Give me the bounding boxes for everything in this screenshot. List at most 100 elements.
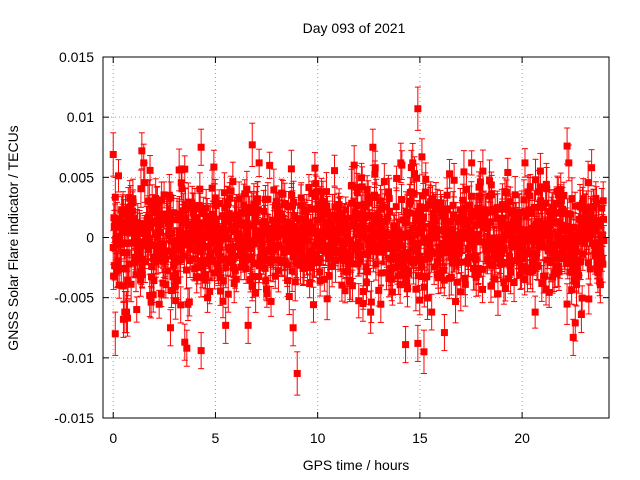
data-point	[371, 164, 379, 172]
data-point	[140, 226, 148, 234]
data-point	[529, 237, 537, 245]
data-point	[545, 288, 553, 296]
data-point	[359, 288, 367, 296]
data-point	[483, 255, 491, 263]
data-point	[422, 175, 430, 183]
data-point	[522, 209, 530, 217]
data-point	[162, 281, 170, 289]
data-point	[297, 194, 305, 202]
data-point	[287, 220, 295, 228]
data-point	[416, 296, 424, 304]
data-point	[288, 191, 296, 199]
data-point	[197, 248, 205, 256]
data-point	[178, 245, 186, 253]
data-point	[177, 228, 185, 236]
data-point	[507, 261, 515, 269]
data-point	[175, 166, 183, 174]
data-point	[513, 257, 521, 265]
data-point	[279, 214, 287, 222]
data-point	[242, 265, 250, 273]
data-point	[367, 298, 375, 306]
data-point	[358, 174, 366, 182]
data-point	[229, 178, 237, 186]
data-point	[482, 208, 490, 216]
data-point	[114, 172, 122, 180]
data-point	[110, 272, 118, 280]
data-point	[394, 272, 402, 280]
data-point	[158, 210, 166, 218]
data-point	[440, 240, 448, 248]
data-point	[375, 286, 383, 294]
data-point	[172, 297, 180, 305]
data-point	[488, 191, 496, 199]
data-point	[533, 218, 541, 226]
data-point	[456, 246, 464, 254]
data-point	[428, 308, 436, 316]
data-point	[249, 273, 257, 281]
data-point	[403, 279, 411, 287]
data-point	[421, 255, 429, 263]
data-point	[461, 280, 469, 288]
data-point	[352, 210, 360, 218]
data-point	[254, 195, 262, 203]
data-point	[529, 259, 537, 267]
data-point	[235, 195, 243, 203]
data-point	[141, 179, 149, 187]
data-point	[414, 272, 422, 280]
data-point	[506, 198, 514, 206]
data-point	[209, 257, 217, 265]
data-point	[436, 251, 444, 259]
data-point	[335, 201, 343, 209]
data-point	[459, 234, 467, 242]
data-point	[153, 202, 161, 210]
data-point	[531, 176, 539, 184]
data-point	[409, 159, 417, 167]
data-point	[222, 263, 230, 271]
data-point	[190, 233, 198, 241]
data-point	[460, 229, 468, 237]
data-point	[448, 228, 456, 236]
data-point	[149, 291, 157, 299]
data-point	[461, 204, 469, 212]
data-point	[462, 185, 470, 193]
data-point	[505, 228, 513, 236]
data-point	[415, 252, 423, 260]
data-point	[434, 274, 442, 282]
data-point	[410, 190, 418, 198]
data-point	[409, 224, 417, 232]
data-point	[204, 294, 212, 302]
data-point	[494, 290, 502, 298]
data-point	[289, 198, 297, 206]
data-point	[181, 165, 189, 173]
data-point	[220, 189, 228, 197]
data-point	[393, 263, 401, 271]
data-point	[274, 233, 282, 241]
data-point	[398, 196, 406, 204]
data-point	[481, 239, 489, 247]
data-point	[476, 238, 484, 246]
data-point	[377, 269, 385, 277]
data-point	[220, 255, 228, 263]
data-point	[354, 238, 362, 246]
data-point	[255, 159, 263, 167]
data-point	[362, 279, 370, 287]
data-point	[321, 228, 329, 236]
data-point	[208, 184, 216, 192]
data-point	[148, 262, 156, 270]
data-point	[145, 234, 153, 242]
data-point	[497, 240, 505, 248]
data-point	[177, 179, 185, 187]
data-point	[162, 247, 170, 255]
data-point	[511, 235, 519, 243]
data-point	[372, 221, 380, 229]
data-point	[357, 242, 365, 250]
data-point	[504, 168, 512, 176]
data-point	[346, 277, 354, 285]
data-point	[491, 207, 499, 215]
data-point	[264, 224, 272, 232]
data-point	[346, 237, 354, 245]
data-point	[253, 227, 261, 235]
data-point	[405, 269, 413, 277]
data-point	[385, 188, 393, 196]
data-point	[137, 185, 145, 193]
